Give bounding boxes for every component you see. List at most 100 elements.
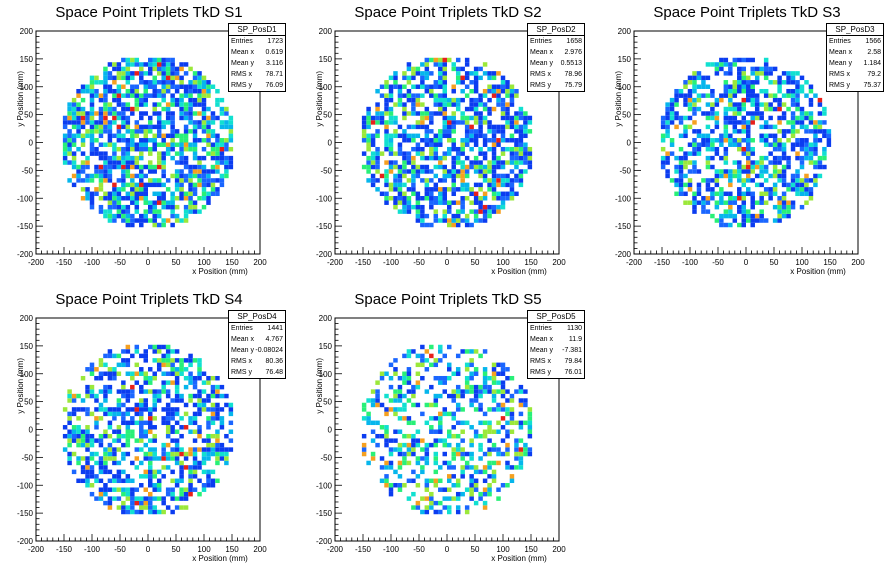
- heatmap-cell: [148, 483, 153, 488]
- heatmap-cell: [478, 115, 483, 121]
- heatmap-cell: [705, 115, 711, 121]
- heatmap-cell: [750, 146, 755, 152]
- heatmap-cell: [469, 97, 474, 103]
- heatmap-cell: [62, 138, 68, 143]
- heatmap-cell: [125, 93, 131, 98]
- heatmap-cell: [388, 407, 394, 412]
- heatmap-cell: [183, 155, 189, 161]
- heatmap-cell: [509, 133, 515, 139]
- heatmap-cell: [464, 124, 470, 130]
- heatmap-cell: [89, 474, 95, 479]
- heatmap-cell: [509, 93, 515, 98]
- heatmap-cell: [134, 438, 140, 443]
- heatmap-cell: [683, 151, 688, 156]
- heatmap-cell: [134, 362, 140, 368]
- heatmap-cell: [224, 160, 229, 165]
- x-tick-label: 0: [445, 545, 450, 554]
- heatmap-cell: [152, 371, 157, 376]
- heatmap-cell: [125, 129, 131, 134]
- heatmap-cell: [714, 111, 720, 116]
- heatmap-cell: [674, 191, 679, 197]
- heatmap-cell: [85, 474, 90, 479]
- heatmap-cell: [683, 124, 688, 130]
- heatmap-cell: [139, 169, 144, 174]
- heatmap-cell: [781, 80, 787, 85]
- heatmap-cell: [514, 115, 519, 121]
- heatmap-cell: [112, 371, 117, 376]
- heatmap-cell: [505, 196, 510, 201]
- heatmap-cell: [152, 102, 157, 107]
- heatmap-cell: [116, 407, 122, 412]
- heatmap-cell: [415, 483, 421, 488]
- y-tick-label: 200: [618, 27, 632, 36]
- heatmap-cell: [161, 88, 166, 94]
- heatmap-cell: [116, 178, 122, 183]
- heatmap-cell: [161, 142, 166, 147]
- heatmap-cell: [464, 133, 470, 139]
- heatmap-cell: [500, 200, 506, 205]
- heatmap-svg: -200 -150 -100 -50 0 50 100 150 200-200-150-100-…: [315, 314, 566, 563]
- heatmap-cell: [170, 371, 175, 376]
- heatmap-cell: [491, 196, 497, 201]
- heatmap-cell: [121, 178, 126, 183]
- heatmap-cell: [505, 88, 510, 94]
- heatmap-cell: [375, 111, 380, 116]
- heatmap-cell: [375, 169, 380, 174]
- heatmap-cell: [76, 124, 81, 130]
- heatmap-cell: [94, 169, 99, 174]
- heatmap-cell: [469, 129, 474, 134]
- heatmap-cell: [183, 93, 189, 98]
- heatmap-cell: [402, 393, 407, 399]
- heatmap-cell: [719, 218, 724, 223]
- heatmap-cell: [777, 213, 782, 219]
- heatmap-cell: [121, 416, 126, 421]
- heatmap-cell: [197, 124, 202, 130]
- heatmap-cell: [80, 478, 86, 484]
- heatmap-cell: [384, 460, 389, 466]
- heatmap-cell: [188, 97, 193, 103]
- heatmap-cell: [500, 367, 506, 372]
- heatmap-cell: [496, 362, 501, 368]
- heatmap-cell: [518, 160, 524, 165]
- heatmap-cell: [514, 420, 519, 426]
- heatmap-cell: [116, 146, 122, 152]
- stats-row-label: Entries: [231, 38, 253, 45]
- heatmap-cell: [719, 97, 724, 103]
- heatmap-cell: [76, 393, 81, 399]
- stats-row: Mean x 0.619: [229, 47, 285, 58]
- x-tick-label: -100: [84, 545, 101, 554]
- heatmap-cell: [152, 133, 157, 139]
- heatmap-cell: [121, 138, 126, 143]
- heatmap-cell: [402, 102, 407, 107]
- heatmap-cell: [62, 146, 68, 152]
- heatmap-cell: [442, 411, 447, 417]
- heatmap-cell: [469, 209, 474, 214]
- heatmap-cell: [804, 124, 809, 130]
- heatmap-cell: [161, 182, 166, 188]
- heatmap-cell: [161, 380, 166, 385]
- heatmap-cell: [415, 380, 421, 385]
- heatmap-cell: [514, 164, 519, 170]
- heatmap-cell: [509, 416, 515, 421]
- heatmap-cell: [732, 62, 738, 67]
- heatmap-cell: [781, 71, 787, 76]
- heatmap-cell: [669, 97, 675, 103]
- heatmap-cell: [464, 505, 470, 510]
- heatmap-cell: [728, 71, 733, 76]
- heatmap-cell: [469, 398, 474, 403]
- heatmap-cell: [215, 389, 220, 394]
- heatmap-cell: [152, 169, 157, 174]
- heatmap-cell: [464, 93, 470, 98]
- heatmap-cell: [464, 420, 470, 426]
- heatmap-cell: [139, 420, 144, 426]
- heatmap-cell: [130, 146, 135, 152]
- heatmap-cell: [741, 97, 746, 103]
- heatmap-cell: [790, 80, 796, 85]
- heatmap-cell: [388, 111, 394, 116]
- heatmap-cell: [197, 196, 202, 201]
- heatmap-cell: [451, 169, 456, 174]
- heatmap-cell: [500, 371, 506, 376]
- heatmap-cell: [125, 491, 131, 497]
- heatmap-cell: [71, 151, 77, 156]
- heatmap-cell: [192, 88, 198, 94]
